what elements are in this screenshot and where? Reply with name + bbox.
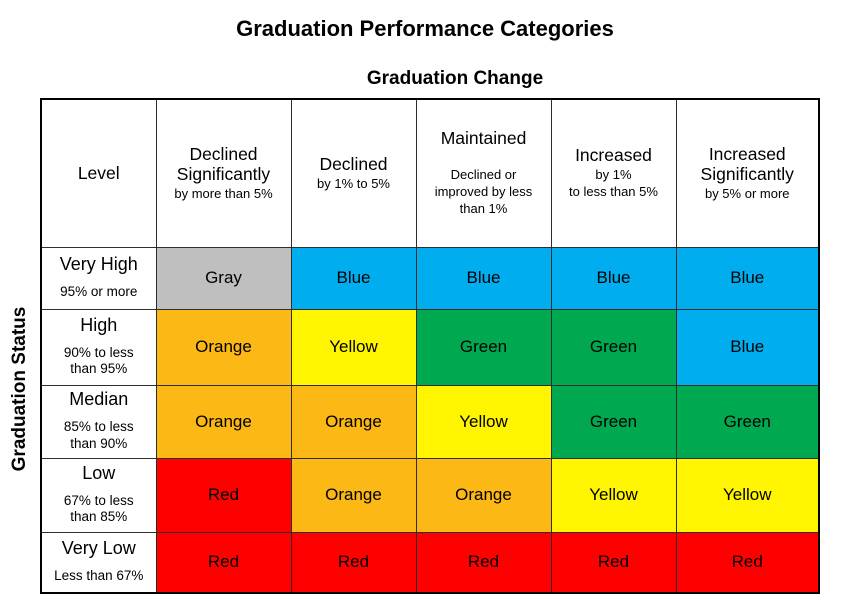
row-level-label: Low — [82, 462, 116, 483]
category-cell: Orange — [290, 457, 417, 533]
row-header-cell: Low 67% to less than 85% — [40, 457, 157, 533]
table-row: Low 67% to less than 85% Red Orange Orange Ye… — [40, 457, 820, 533]
table-body: Very High 95% or more Gray Blue Blue Blue Blue… — [40, 246, 820, 594]
category-cell: Blue — [675, 308, 820, 386]
column-header-cell: Increased Significantly by 5% or more — [675, 98, 820, 248]
row-level-label: Very High — [59, 254, 138, 275]
column-header-sublabel: Declined or improved by less than 1% — [434, 167, 533, 217]
row-level-label: High — [80, 314, 118, 335]
column-header-sublabel: by 1% to 5% — [317, 175, 390, 191]
column-header-sublabel: by more than 5% — [174, 185, 273, 201]
category-cell: Red — [290, 531, 417, 594]
page-title: Graduation Performance Categories — [236, 16, 614, 41]
category-cell: Red — [675, 531, 820, 594]
row-group-label: Graduation Status — [9, 306, 30, 472]
header-row: Level Declined Significantly by more than… — [40, 98, 820, 248]
category-cell: Blue — [290, 246, 417, 310]
table-row: Median 85% to less than 90% Orange Orange Ye… — [40, 384, 820, 459]
column-header-label: Increased Significantly — [700, 143, 794, 184]
row-header-cell: Very High 95% or more — [40, 246, 157, 310]
category-cell: Blue — [675, 246, 820, 310]
row-header-cell: Very Low Less than 67% — [40, 531, 157, 594]
column-header-label: Declined Significantly — [176, 143, 271, 184]
category-cell: Orange — [155, 384, 292, 459]
row-header-cell: High 90% to less than 95% — [40, 308, 157, 386]
category-cell: Yellow — [675, 457, 820, 533]
table-row: Very Low Less than 67% Red Red Red Red Red — [40, 531, 820, 594]
table-row: Very High 95% or more Gray Blue Blue Blue Blue — [40, 246, 820, 310]
category-cell: Green — [550, 384, 677, 459]
column-header-cell: Increased by 1% to less than 5% — [550, 98, 677, 248]
category-cell: Red — [155, 531, 292, 594]
category-cell: Green — [550, 308, 677, 386]
column-header-sublabel: by 1% to less than 5% — [569, 167, 658, 200]
row-level-label: Median — [69, 389, 129, 410]
category-cell: Orange — [290, 384, 417, 459]
category-cell: Blue — [415, 246, 552, 310]
category-cell: Red — [415, 531, 552, 594]
column-header-label: Declined — [319, 153, 388, 174]
column-header-label: Increased — [575, 145, 652, 166]
column-header-cell: Declined Significantly by more than 5% — [155, 98, 292, 248]
column-header-cell: Maintained Declined or improved by less … — [415, 98, 552, 248]
category-cell: Gray — [155, 246, 292, 310]
row-range-label: 85% to less than 90% — [63, 419, 134, 451]
category-cell: Blue — [550, 246, 677, 310]
row-level-label: Very Low — [61, 538, 136, 559]
category-cell: Green — [415, 308, 552, 386]
category-cell: Yellow — [550, 457, 677, 533]
category-cell: Red — [155, 457, 292, 533]
category-cell: Yellow — [415, 384, 552, 459]
performance-table: Level Declined Significantly by more than… — [40, 98, 820, 594]
category-cell: Green — [675, 384, 820, 459]
column-header-cell: Declined by 1% to 5% — [290, 98, 417, 248]
category-cell: Orange — [155, 308, 292, 386]
column-header-sublabel: by 5% or more — [704, 185, 790, 201]
column-group-label: Graduation Change — [366, 68, 544, 89]
row-range-label: Less than 67% — [54, 568, 144, 584]
row-header-cell: Median 85% to less than 90% — [40, 384, 157, 459]
table-row: High 90% to less than 95% Orange Yellow Gree… — [40, 308, 820, 386]
row-range-label: 95% or more — [60, 283, 138, 299]
corner-header-cell: Level — [40, 98, 157, 248]
column-header-label: Maintained — [440, 128, 527, 149]
category-cell: Orange — [415, 457, 552, 533]
category-cell: Red — [550, 531, 677, 594]
row-range-label: 67% to less than 85% — [63, 492, 134, 525]
category-cell: Yellow — [290, 308, 417, 386]
corner-header-label: Level — [77, 163, 120, 184]
row-range-label: 90% to less than 95% — [63, 344, 134, 377]
